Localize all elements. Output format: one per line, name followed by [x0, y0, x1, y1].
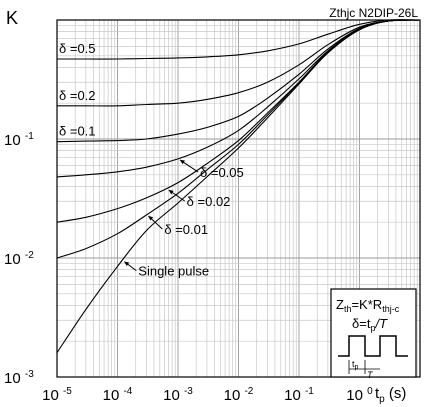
annotations: δ =0.05 δ =0.02 δ =0.01 Single pulse — [124, 160, 243, 279]
annotation-label: δ =0.01 — [164, 222, 208, 237]
formula-duty-cycle: δ=tp/T — [352, 316, 388, 333]
chart-title: Zthjc N2DIP-26L — [329, 6, 418, 20]
series-label: δ =0.2 — [59, 88, 96, 103]
y-axis-label: K — [6, 8, 18, 28]
x-tick-label: 10 -3 — [163, 386, 193, 404]
annotation-arrowhead — [169, 190, 174, 194]
series-label: δ =0.5 — [59, 41, 96, 56]
annotation-label: δ =0.02 — [187, 194, 231, 209]
annotation-arrowhead — [180, 160, 185, 164]
formula-box: Zth=K*Rthj-c δ=tp/T tp T — [331, 289, 416, 380]
x-tick-label: 10 -4 — [103, 386, 133, 404]
annotation-label: δ =0.05 — [200, 165, 244, 180]
x-tick-label: 10 -2 — [224, 386, 254, 404]
y-tick-label: 10 -1 — [4, 131, 34, 149]
annotation-label: Single pulse — [138, 264, 209, 279]
x-tick-label: 10 -5 — [42, 386, 72, 404]
series-label: δ =0.1 — [59, 124, 96, 139]
y-tick-label: 10 -2 — [4, 250, 34, 268]
x-tick-label: 10 -1 — [284, 386, 314, 404]
x-tick-label: 10 0 — [346, 386, 373, 404]
y-tick-label: 10 -3 — [4, 369, 34, 387]
x-axis-label: tp (s) — [375, 385, 406, 405]
